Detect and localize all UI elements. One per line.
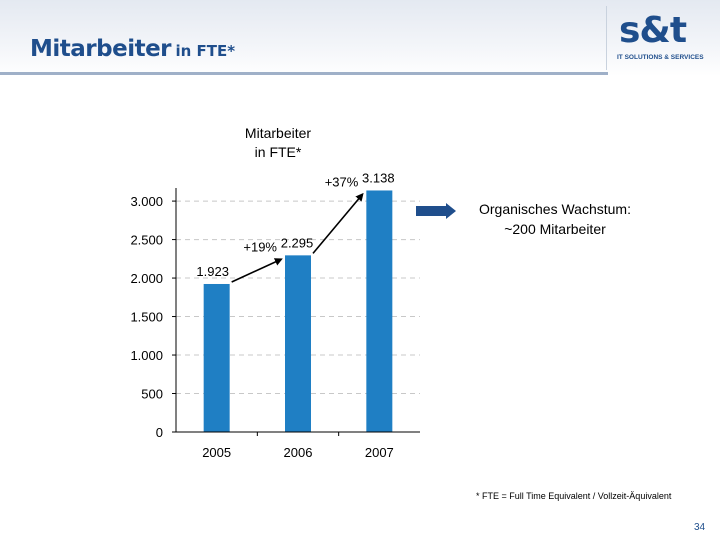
value-label: 1.923 (196, 264, 229, 279)
bar (203, 283, 230, 432)
header-band (0, 0, 720, 76)
y-tick-label: 2.000 (130, 271, 163, 286)
growth-arrow (231, 258, 283, 283)
y-tick-label: 2.500 (130, 233, 163, 248)
page-number: 34 (694, 522, 706, 533)
x-tick-label: 2005 (202, 445, 231, 460)
x-tick-label: 2007 (365, 445, 394, 460)
value-label: 3.138 (362, 170, 395, 185)
y-tick-label: 1.000 (130, 348, 163, 363)
growth-callout: Organisches Wachstum: ~200 Mitarbeiter (416, 199, 652, 241)
footnote: * FTE = Full Time Equivalent / Vollzeit-… (476, 491, 672, 501)
callout-text: Organisches Wachstum: ~200 Mitarbeiter (458, 199, 652, 239)
callout-arrow-icon (416, 203, 456, 219)
y-tick-label: 0 (156, 425, 163, 440)
y-tick-label: 500 (141, 387, 163, 402)
header-divider (0, 72, 608, 75)
y-tick-label: 3.000 (130, 194, 163, 209)
page-title: Mitarbeiter in FTE* (30, 36, 235, 62)
growth-label: +37% (325, 174, 359, 189)
bar (366, 190, 393, 432)
y-tick-label: 1.500 (130, 310, 163, 325)
value-label: 2.295 (281, 235, 314, 250)
bar (285, 255, 311, 432)
page-title-main: Mitarbeiter (30, 36, 172, 62)
logo-tagline: IT SOLUTIONS & SERVICES (617, 54, 704, 61)
growth-arrow (312, 192, 364, 254)
x-tick-label: 2006 (284, 445, 313, 460)
company-logo: s&t IT SOLUTIONS & SERVICES (606, 6, 715, 70)
page-title-sub: in FTE* (175, 42, 236, 60)
chart-title-line-1: Mitarbeiter (244, 125, 312, 141)
logo-mark: s&t (619, 10, 687, 51)
chart-title: Mitarbeiter in FTE* (200, 124, 356, 162)
callout-line-2: ~200 Mitarbeiter (504, 221, 606, 237)
chart-title-line-2: in FTE* (254, 144, 302, 160)
callout-line-1: Organisches Wachstum: (479, 201, 631, 217)
growth-label: +19% (243, 239, 277, 254)
